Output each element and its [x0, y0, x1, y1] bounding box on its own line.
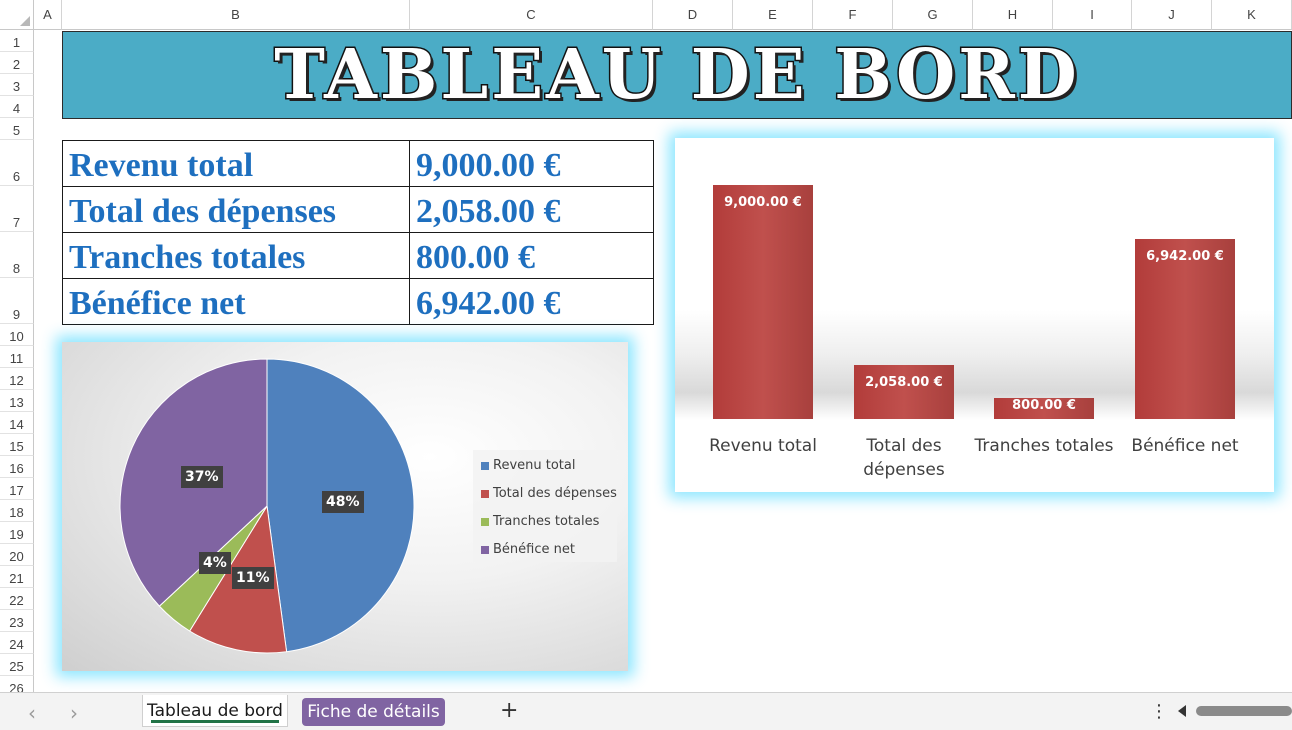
legend-label: Tranches totales [493, 514, 600, 529]
net-profit-value-cell[interactable]: 6,942.00 € [409, 278, 654, 325]
revenue-value-cell[interactable]: 9,000.00 € [409, 140, 654, 187]
bar[interactable] [1135, 239, 1235, 419]
table-row: Bénéfice net 6,942.00 € [62, 278, 654, 325]
row-header-8[interactable]: 8 [0, 232, 34, 278]
row-header-14[interactable]: 14 [0, 412, 34, 434]
row-header-21[interactable]: 21 [0, 566, 34, 588]
legend-swatch [481, 489, 489, 498]
row-header-10[interactable]: 10 [0, 324, 34, 346]
column-header-d[interactable]: D [653, 0, 733, 30]
tab-tableau-de-bord[interactable]: Tableau de bord [142, 695, 288, 727]
legend-item[interactable]: Tranches totales [481, 514, 599, 529]
category-label: Total des dépenses [863, 436, 945, 480]
net-profit-label-cell[interactable]: Bénéfice net [62, 278, 410, 325]
table-row: Revenu total 9,000.00 € [62, 140, 654, 187]
spreadsheet-grid[interactable]: A B C D E F G H I J K 1 2 3 4 5 6 7 8 9 … [0, 0, 1292, 692]
legend-label: Total des dépenses [493, 486, 617, 501]
bar[interactable] [854, 365, 954, 419]
column-header-b[interactable]: B [62, 0, 410, 30]
expenses-value-cell[interactable]: 2,058.00 € [409, 186, 654, 233]
row-header-2[interactable]: 2 [0, 52, 34, 74]
row-header-24[interactable]: 24 [0, 632, 34, 654]
row-header-12[interactable]: 12 [0, 368, 34, 390]
dashboard-title: TABLEAU DE BORD [273, 34, 1080, 117]
horizontal-scrollbar[interactable] [1196, 706, 1292, 716]
row-header-25[interactable]: 25 [0, 654, 34, 676]
legend-swatch [481, 517, 489, 526]
pie-percent-label: 4% [199, 552, 231, 574]
sheet-tab-bar: ‹ › Tableau de bord Fiche de détails + ⋮ [0, 692, 1292, 730]
legend-swatch [481, 545, 489, 554]
legend-item[interactable]: Revenu total [481, 458, 575, 473]
bar-chart[interactable]: 9,000.00 € Revenu total 2,058.00 € Total de… [675, 138, 1274, 492]
bar-data-label: 9,000.00 € [724, 195, 802, 210]
column-header-c[interactable]: C [410, 0, 653, 30]
installments-value-cell[interactable]: 800.00 € [409, 232, 654, 279]
bar[interactable] [994, 398, 1094, 419]
pie-legend[interactable]: Revenu total Total des dépenses Tranches t… [473, 450, 617, 562]
row-header-6[interactable]: 6 [0, 140, 34, 186]
legend-swatch [481, 461, 489, 470]
row-header-22[interactable]: 22 [0, 588, 34, 610]
row-header-5[interactable]: 5 [0, 118, 34, 140]
column-header-g[interactable]: G [893, 0, 973, 30]
title-banner-cell[interactable]: TABLEAU DE BORD [62, 31, 1292, 119]
legend-label: Revenu total [493, 458, 576, 473]
installments-label-cell[interactable]: Tranches totales [62, 232, 410, 279]
column-header-i[interactable]: I [1053, 0, 1132, 30]
row-header-18[interactable]: 18 [0, 500, 34, 522]
prev-sheet-icon[interactable]: ‹ [28, 701, 36, 725]
select-all-corner[interactable] [0, 0, 34, 30]
legend-label: Bénéfice net [493, 542, 575, 557]
row-header-20[interactable]: 20 [0, 544, 34, 566]
bar-data-label: 6,942.00 € [1146, 249, 1224, 264]
row-header-26[interactable]: 26 [0, 676, 34, 692]
table-row: Tranches totales 800.00 € [62, 232, 654, 279]
row-header-19[interactable]: 19 [0, 522, 34, 544]
row-header-16[interactable]: 16 [0, 456, 34, 478]
category-label: Revenu total [709, 436, 817, 456]
row-header-9[interactable]: 9 [0, 278, 34, 324]
revenue-label-cell[interactable]: Revenu total [62, 140, 410, 187]
column-header-f[interactable]: F [813, 0, 893, 30]
summary-table: Revenu total 9,000.00 € Total des dépens… [62, 140, 654, 325]
row-header-23[interactable]: 23 [0, 610, 34, 632]
next-sheet-icon[interactable]: › [70, 701, 78, 725]
legend-item[interactable]: Bénéfice net [481, 542, 575, 557]
bar[interactable] [713, 185, 813, 419]
table-row: Total des dépenses 2,058.00 € [62, 186, 654, 233]
pie-percent-label: 37% [181, 466, 223, 488]
row-header-15[interactable]: 15 [0, 434, 34, 456]
legend-item[interactable]: Total des dépenses [481, 486, 617, 501]
category-label: Tranches totales [974, 436, 1114, 456]
row-header-3[interactable]: 3 [0, 74, 34, 96]
row-header-7[interactable]: 7 [0, 186, 34, 232]
row-header-17[interactable]: 17 [0, 478, 34, 500]
scroll-left-icon[interactable] [1178, 705, 1186, 717]
pie-chart[interactable]: 48% 11% 4% 37% Revenu total Total des dépense… [62, 342, 628, 671]
column-header-e[interactable]: E [733, 0, 813, 30]
row-header-11[interactable]: 11 [0, 346, 34, 368]
row-header-1[interactable]: 1 [0, 30, 34, 52]
expenses-label-cell[interactable]: Total des dépenses [62, 186, 410, 233]
pie-percent-label: 11% [232, 567, 274, 589]
column-header-k[interactable]: K [1212, 0, 1292, 30]
more-options-icon[interactable]: ⋮ [1150, 701, 1168, 722]
column-header-h[interactable]: H [973, 0, 1053, 30]
add-sheet-button[interactable]: + [500, 698, 519, 723]
column-header-j[interactable]: J [1132, 0, 1212, 30]
pie-percent-label: 48% [322, 491, 364, 513]
row-header-13[interactable]: 13 [0, 390, 34, 412]
tab-fiche-de-details[interactable]: Fiche de détails [302, 698, 445, 726]
bar-data-label: 2,058.00 € [865, 375, 943, 390]
bar-data-label: 800.00 € [1012, 398, 1076, 413]
column-header-a[interactable]: A [34, 0, 62, 30]
row-header-4[interactable]: 4 [0, 96, 34, 118]
category-label: Bénéfice net [1131, 436, 1239, 456]
